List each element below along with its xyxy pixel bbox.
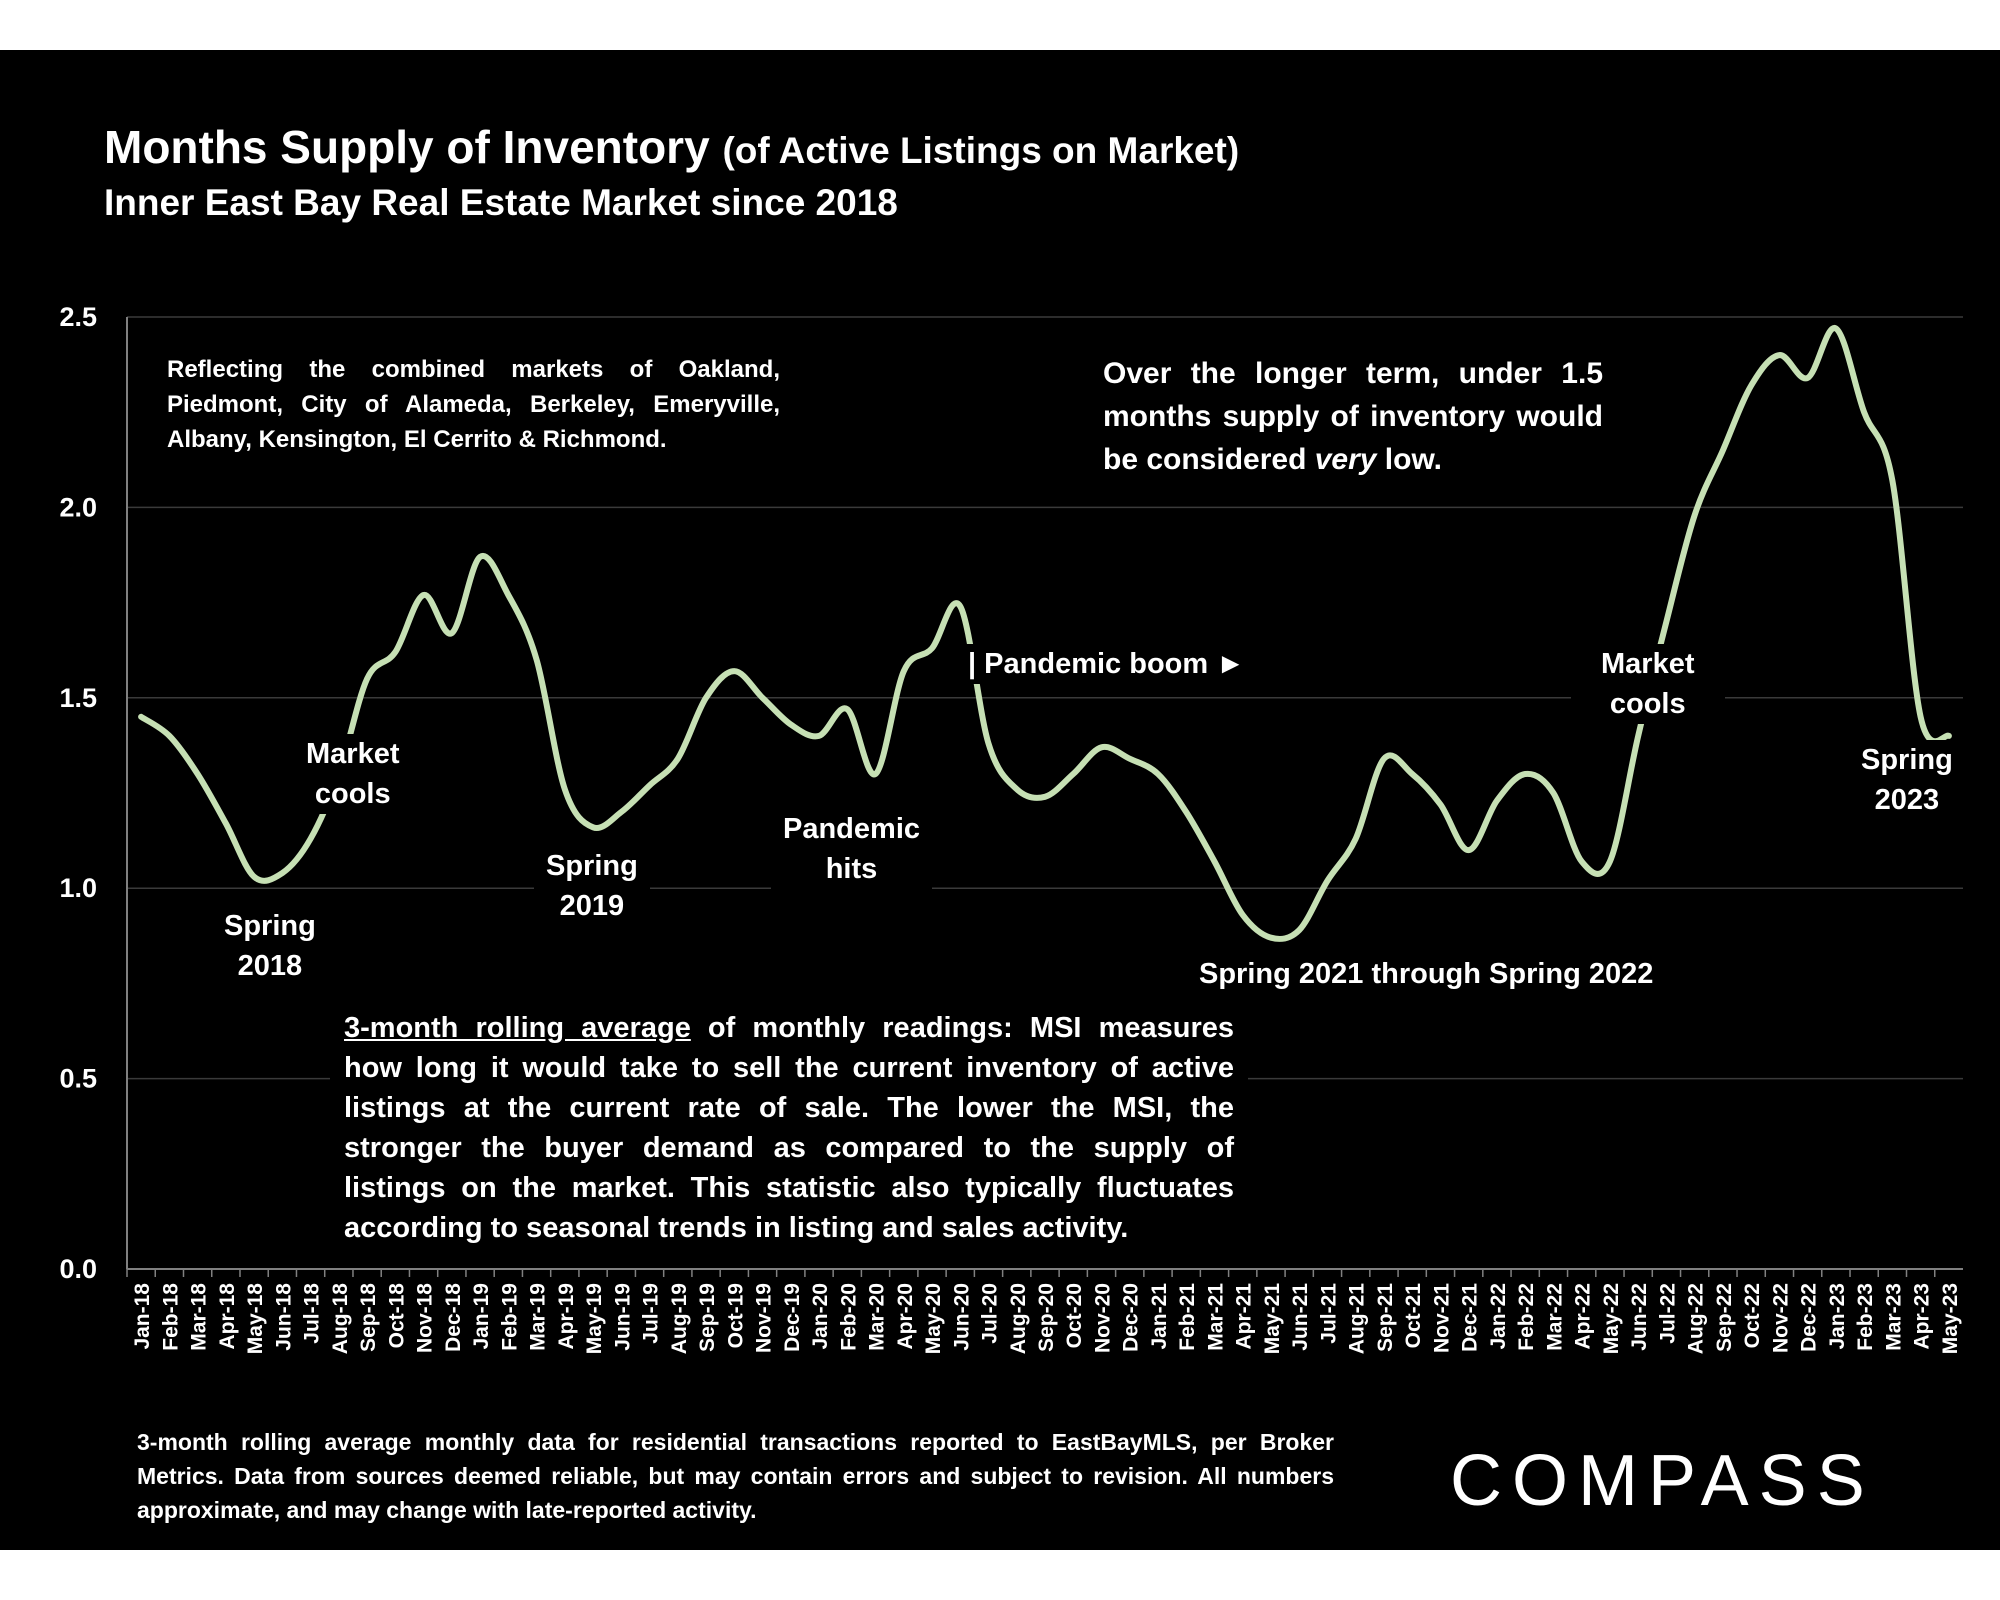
x-tick-label: Mar-22 [1543, 1283, 1566, 1351]
x-tick-label: Mar-18 [188, 1283, 211, 1351]
x-tick-label: Jul-18 [301, 1283, 324, 1344]
x-tick-label: Sep-20 [1035, 1283, 1058, 1352]
x-tick-label: Aug-22 [1685, 1283, 1708, 1354]
x-tick-label: Feb-22 [1515, 1283, 1538, 1351]
x-tick-label: Apr-18 [216, 1283, 239, 1350]
x-tick-label: Jul-21 [1317, 1283, 1340, 1344]
x-tick-label: Mar-23 [1882, 1283, 1905, 1351]
x-tick-label: Dec-22 [1798, 1283, 1821, 1352]
x-tick-label: Jan-18 [131, 1283, 154, 1350]
y-tick-label: 1.5 [59, 683, 97, 713]
compass-logo: COMPASS [1450, 1441, 1875, 1521]
x-tick-label: Nov-18 [414, 1283, 437, 1353]
x-tick-label: Jun-21 [1289, 1283, 1312, 1351]
x-tick-label: Feb-18 [159, 1283, 182, 1351]
annotation-market-cools-2018: Market cools [294, 734, 412, 814]
x-tick-label: May-19 [583, 1283, 606, 1354]
annotation-spring-2018: Spring 2018 [212, 906, 328, 986]
x-tick-label: Feb-21 [1176, 1283, 1199, 1351]
x-tick-label: Jun-18 [272, 1283, 295, 1351]
x-tick-label: Oct-21 [1402, 1283, 1425, 1349]
series [138, 325, 1952, 942]
x-tick-label: Jun-20 [950, 1283, 973, 1351]
annotation-spring-2023: Spring 2023 [1855, 740, 1959, 820]
x-tick-label: Jan-21 [1148, 1283, 1171, 1350]
x-tick-label: May-20 [922, 1283, 945, 1354]
annotation-spring-2021-2022: Spring 2021 through Spring 2022 [1187, 954, 1666, 994]
x-tick-label: Oct-20 [1063, 1283, 1086, 1348]
x-tick-label: Feb-19 [498, 1283, 521, 1351]
x-tick-label: May-18 [244, 1283, 267, 1355]
x-tick-label: Dec-20 [1120, 1283, 1143, 1352]
x-tick-label: Aug-21 [1346, 1283, 1369, 1354]
x-tick-label: Oct-18 [385, 1283, 408, 1349]
x-tick-label: Dec-18 [442, 1283, 465, 1352]
x-tick-label: Aug-19 [668, 1283, 691, 1354]
y-tick-label: 0.5 [59, 1064, 97, 1094]
x-tick-label: Feb-23 [1854, 1283, 1877, 1351]
chart: 0.00.51.01.52.02.5 Jan-18 Feb-18 Mar-18 Apr… [59, 302, 1963, 1355]
x-tick-labels: Jan-18 Feb-18 Mar-18 Apr-18 May-18 Jun-18 Jul-… [131, 1283, 1962, 1355]
chart-subtitle: Inner East Bay Real Estate Market since … [104, 182, 898, 223]
annotation-pandemic-hits: Pandemic hits [771, 809, 932, 889]
msi-explanation-note: 3-month rolling average of monthly readi… [330, 1008, 1248, 1248]
y-tick-label: 2.0 [59, 492, 97, 522]
gridlines [127, 316, 1963, 1080]
x-tick-label: Jan-23 [1826, 1283, 1849, 1350]
x-tick-label: Mar-21 [1204, 1283, 1227, 1351]
x-tick-label: May-23 [1939, 1283, 1962, 1354]
x-tick-label: Apr-22 [1572, 1283, 1595, 1350]
x-tick-label: Dec-19 [781, 1283, 804, 1352]
x-tick-label: May-21 [1261, 1283, 1284, 1355]
annotation-spring-2019: Spring 2019 [534, 846, 650, 926]
annotation-market-cools-2022: Market cools [1571, 644, 1725, 724]
x-tick-label: Jul-19 [640, 1283, 663, 1344]
slide: 0.0 0.5 1.0 1.5 2.0 2.5 Jan-18 Feb-18 Mar-18 Apr… [0, 50, 2000, 1550]
y-tick-label: 2.5 [59, 302, 97, 332]
x-tick-label: Jun-22 [1628, 1283, 1651, 1351]
x-tick-label: Jan-22 [1487, 1283, 1510, 1350]
x-tick-label: Oct-22 [1741, 1283, 1764, 1348]
x-tick-label: Apr-19 [555, 1283, 578, 1350]
x-tick-label: Dec-21 [1459, 1283, 1482, 1352]
x-tick-label: Apr-20 [894, 1283, 917, 1350]
x-tick-label: Jan-20 [809, 1283, 832, 1350]
y-tick-label: 1.0 [59, 873, 97, 903]
y-tick-labels: 0.0 0.5 1.0 1.5 2.0 2.5 [59, 302, 97, 1284]
x-tick-label: Sep-18 [357, 1283, 380, 1352]
x-tick-label: Jul-20 [979, 1283, 1002, 1344]
x-tick-label: Sep-22 [1713, 1283, 1736, 1352]
x-tick-label: Jul-22 [1656, 1283, 1679, 1344]
x-tick-label: Sep-21 [1374, 1283, 1397, 1352]
x-tick-label: Mar-20 [866, 1283, 889, 1351]
x-tick-label: Jan-19 [470, 1283, 493, 1350]
y-tick-label: 0.0 [59, 1254, 97, 1284]
x-tick-label: Nov-21 [1430, 1283, 1453, 1353]
x-tick-label: Aug-20 [1007, 1283, 1030, 1354]
markets-note: Reflecting the combined markets of Oakla… [167, 356, 780, 453]
x-tick-label: Feb-20 [837, 1283, 860, 1351]
chart-title: Months Supply of Inventory (of Active Li… [104, 121, 1240, 173]
x-tick-label: Nov-19 [753, 1283, 776, 1353]
x-tick-label: Mar-19 [527, 1283, 550, 1351]
x-tick-label: Nov-20 [1091, 1283, 1114, 1353]
footer-source-note: 3-month rolling average monthly data for… [137, 1429, 1334, 1523]
x-tick-label: Sep-19 [696, 1283, 719, 1352]
x-tick-label: Aug-18 [329, 1283, 352, 1354]
longterm-note: Over the longer term, under 1.5 months s… [1103, 357, 1603, 476]
x-tick-label: Nov-22 [1769, 1283, 1792, 1353]
x-tick-label: Apr-21 [1233, 1283, 1256, 1350]
annotation-pandemic-boom: | Pandemic boom ► [964, 644, 1249, 684]
x-tick-label: Jun-19 [611, 1283, 634, 1351]
x-tick-label: Oct-19 [724, 1283, 747, 1348]
x-tick-label: May-22 [1600, 1283, 1623, 1354]
x-tick-label: Apr-23 [1911, 1283, 1934, 1350]
axes [126, 317, 1963, 1277]
